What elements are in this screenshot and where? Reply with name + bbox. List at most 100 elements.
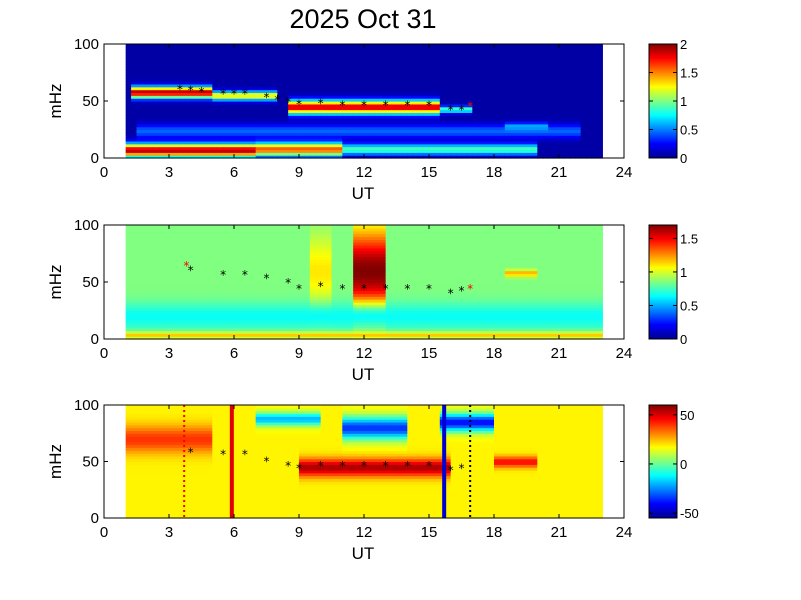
heatmap-cell (445, 86, 452, 91)
heatmap-cell (531, 81, 538, 85)
heatmap-cell (461, 101, 468, 105)
heatmap-cell (531, 109, 538, 113)
heatmap-cell (391, 120, 398, 125)
heatmap-cell (364, 109, 371, 113)
heatmap-cell (125, 106, 132, 111)
heatmap-cell (190, 106, 197, 111)
heatmap-cell (564, 89, 571, 94)
heatmap-cell (125, 250, 132, 255)
heatmap-cell (580, 129, 587, 133)
heatmap-cell (353, 95, 360, 99)
heatmap-cell (234, 58, 241, 62)
heatmap-cell (326, 55, 333, 59)
heatmap-cell (326, 61, 333, 65)
heatmap-cell (201, 319, 208, 323)
heatmap-cell (223, 86, 230, 91)
heatmap-cell (347, 118, 354, 122)
heatmap-cell (206, 324, 213, 329)
heatmap-cell (461, 72, 468, 76)
heatmap-cell (569, 78, 576, 82)
heatmap-cell (380, 81, 387, 85)
heatmap-cell (461, 92, 468, 96)
heatmap-cell (152, 58, 159, 62)
heatmap-cell (152, 316, 159, 320)
heatmap-cell (309, 46, 316, 51)
heatmap-cell (456, 46, 463, 51)
heatmap-cell (504, 78, 511, 82)
heatmap-cell (136, 301, 143, 306)
heatmap-cell (190, 46, 197, 51)
heatmap-cell (169, 316, 176, 320)
heatmap-cell (336, 149, 343, 153)
heatmap-cell (494, 92, 501, 96)
heatmap-cell (147, 244, 154, 249)
heatmap-cell (499, 149, 506, 153)
heatmap-cell (445, 129, 452, 133)
heatmap-cell (412, 140, 419, 145)
heatmap-cell (190, 83, 197, 88)
heatmap-cell (293, 140, 300, 145)
heatmap-cell (206, 330, 213, 334)
heatmap-cell (266, 132, 273, 136)
heatmap-cell (477, 89, 484, 94)
heatmap-cell (548, 75, 555, 79)
heatmap-cell (288, 78, 295, 82)
heatmap-cell (548, 109, 555, 113)
heatmap-cell (429, 58, 436, 62)
heatmap-cell (315, 106, 322, 111)
heatmap-cell (537, 118, 544, 122)
heatmap-cell (271, 132, 278, 136)
heatmap-cell (234, 267, 241, 272)
heatmap-cell (293, 98, 300, 102)
heatmap-cell (553, 101, 560, 105)
heatmap-cell (353, 66, 360, 71)
heatmap-cell (515, 52, 522, 56)
heatmap-cell (261, 52, 268, 56)
heatmap-cell (347, 81, 354, 85)
heatmap-cell (374, 69, 381, 74)
heatmap-cell (223, 46, 230, 51)
heatmap-cell (450, 66, 457, 71)
heatmap-cell (364, 138, 371, 142)
heatmap-cell (418, 101, 425, 105)
heatmap-cell (418, 152, 425, 156)
heatmap-cell (147, 307, 154, 312)
heatmap-cell (185, 247, 192, 252)
heatmap-cell (250, 61, 257, 65)
heatmap-cell (277, 155, 284, 159)
heatmap-cell (223, 307, 230, 312)
heatmap-cell (282, 46, 289, 51)
heatmap-cell (575, 149, 582, 153)
panel-2: * * * * * * * * * * * * * ***0 3 6 9 12 15 18 21 24050100UTmH… (46, 217, 698, 384)
heatmap-cell (548, 155, 555, 159)
heatmap-cell (293, 135, 300, 139)
heatmap-cell (152, 236, 159, 240)
heatmap-cell (250, 120, 257, 125)
heatmap-cell (450, 95, 457, 99)
heatmap-cell (201, 81, 208, 85)
heatmap-cell (201, 239, 208, 243)
heatmap-cell (206, 301, 213, 306)
heatmap-cell (494, 69, 501, 74)
heatmap-cell (304, 225, 311, 229)
heatmap-cell (223, 227, 230, 232)
heatmap-cell (472, 92, 479, 96)
heatmap-cell (169, 98, 176, 102)
heatmap-cell (163, 138, 170, 142)
heatmap-cell (494, 46, 501, 51)
heatmap-cell (147, 301, 154, 306)
heatmap-cell (461, 143, 468, 148)
heatmap-cell (201, 152, 208, 156)
heatmap-cell (456, 101, 463, 105)
heatmap-cell (304, 146, 311, 151)
heatmap-cell (169, 242, 176, 246)
heatmap-cell (510, 129, 517, 133)
heatmap-cell (542, 123, 549, 128)
heatmap-cell (483, 89, 490, 94)
heatmap-cell (391, 143, 398, 148)
heatmap-cell (407, 44, 414, 48)
heatmap-cell (439, 132, 446, 136)
heatmap-cell (488, 75, 495, 79)
heatmap-cell (266, 72, 273, 76)
heatmap-cell (445, 120, 452, 125)
